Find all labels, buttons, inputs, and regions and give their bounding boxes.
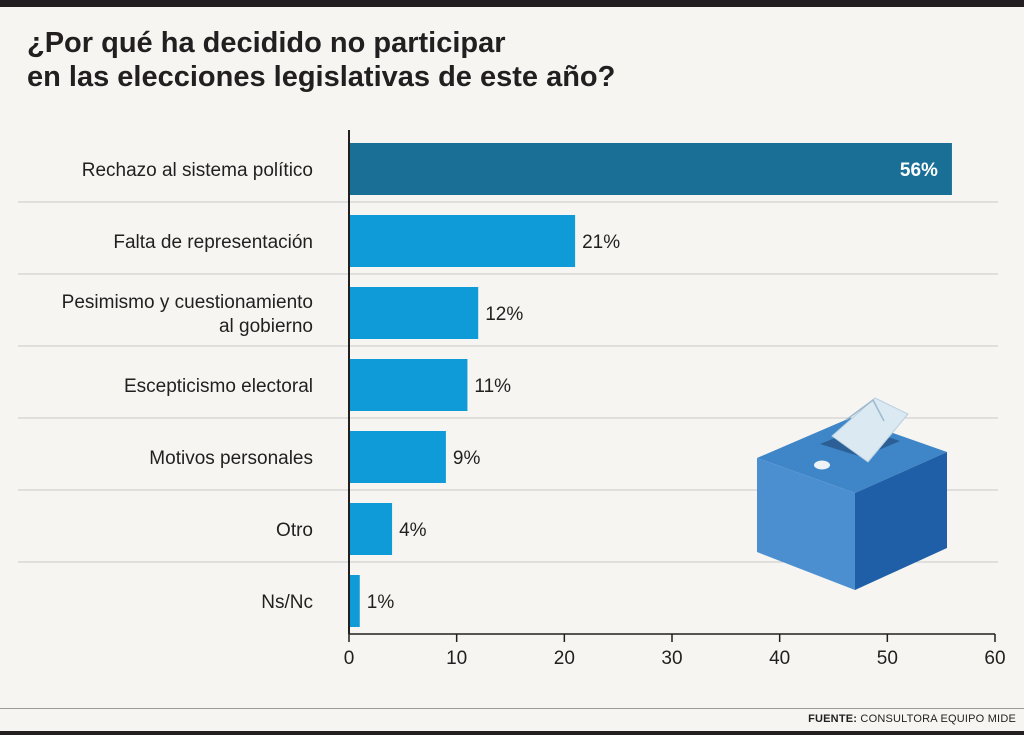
bar bbox=[349, 431, 446, 483]
category-label: Pesimismo y cuestionamiento bbox=[62, 292, 313, 313]
category-label: Motivos personales bbox=[149, 448, 313, 469]
category-label: Rechazo al sistema político bbox=[82, 160, 313, 181]
x-tick-label: 30 bbox=[661, 648, 682, 669]
bar bbox=[349, 215, 576, 267]
title-line-1: ¿Por qué ha decidido no participar bbox=[27, 27, 506, 59]
data-label: 56% bbox=[900, 160, 938, 181]
title-line-2: en las elecciones legislativas de este a… bbox=[27, 61, 616, 93]
bar bbox=[349, 575, 360, 627]
category-label: Otro bbox=[276, 520, 313, 541]
data-label: 1% bbox=[367, 592, 395, 613]
bar bbox=[349, 143, 952, 195]
x-tick-label: 10 bbox=[446, 648, 467, 669]
bottom-rule bbox=[0, 731, 1024, 735]
source-note: FUENTE: CONSULTORA EQUIPO MIDE bbox=[808, 713, 1016, 725]
x-tick-label: 20 bbox=[554, 648, 575, 669]
data-label: 21% bbox=[582, 232, 620, 253]
x-tick-label: 60 bbox=[984, 648, 1005, 669]
data-label: 4% bbox=[399, 520, 427, 541]
chart-title: ¿Por qué ha decidido no participar en la… bbox=[27, 26, 615, 94]
x-tick-label: 50 bbox=[877, 648, 898, 669]
source-text: CONSULTORA EQUIPO MIDE bbox=[860, 713, 1016, 725]
category-label: al gobierno bbox=[219, 316, 313, 337]
data-label: 9% bbox=[453, 448, 481, 469]
source-label: FUENTE: bbox=[808, 713, 858, 725]
category-label: Escepticismo electoral bbox=[124, 376, 313, 397]
x-tick-label: 0 bbox=[344, 648, 355, 669]
bar bbox=[349, 359, 468, 411]
top-rule bbox=[0, 0, 1024, 7]
bar bbox=[349, 503, 393, 555]
bar bbox=[349, 287, 479, 339]
x-tick-label: 40 bbox=[769, 648, 790, 669]
data-label: 12% bbox=[485, 304, 523, 325]
category-label: Ns/Nc bbox=[261, 592, 313, 613]
category-label: Falta de representación bbox=[113, 232, 313, 253]
ballot-box-icon bbox=[757, 397, 947, 590]
data-label: 11% bbox=[474, 376, 511, 397]
footer-rule bbox=[0, 708, 1024, 709]
bar-chart: 56% Rechazo al sistema político 21% Falta d… bbox=[18, 130, 1006, 669]
